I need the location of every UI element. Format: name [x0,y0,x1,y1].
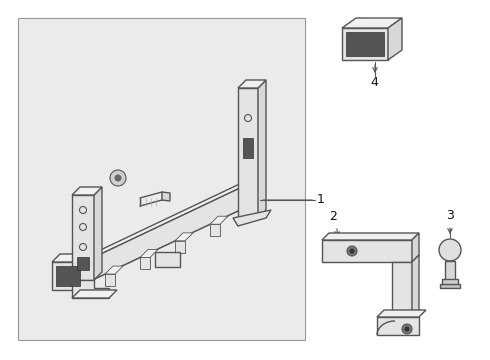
Polygon shape [346,32,384,56]
Polygon shape [77,257,89,270]
Text: 3: 3 [446,209,454,222]
Polygon shape [238,88,258,218]
Polygon shape [162,192,170,201]
Polygon shape [258,80,266,218]
Polygon shape [18,18,305,340]
Polygon shape [94,187,102,280]
Polygon shape [84,180,248,262]
Polygon shape [56,266,80,286]
Polygon shape [210,224,220,236]
Polygon shape [52,254,92,262]
Polygon shape [342,28,388,60]
Polygon shape [412,255,419,317]
Text: 2: 2 [329,210,337,223]
Polygon shape [140,249,158,257]
Polygon shape [72,187,102,195]
Polygon shape [84,254,92,290]
Polygon shape [342,18,402,28]
Polygon shape [445,261,455,281]
Polygon shape [233,210,271,226]
Polygon shape [377,317,419,335]
Polygon shape [243,138,253,158]
Text: 4: 4 [370,76,378,89]
Polygon shape [322,233,419,240]
Polygon shape [52,262,84,290]
Polygon shape [72,290,117,298]
Polygon shape [72,280,109,298]
Polygon shape [210,216,228,224]
Polygon shape [412,233,419,262]
Circle shape [402,324,412,334]
Circle shape [347,246,357,256]
Text: 1: 1 [317,193,325,206]
Polygon shape [105,266,123,274]
Polygon shape [440,284,460,288]
Circle shape [439,239,461,261]
Circle shape [405,327,410,332]
Polygon shape [175,241,185,253]
Polygon shape [155,252,180,267]
Polygon shape [105,274,115,286]
Circle shape [115,175,122,181]
Polygon shape [392,262,412,317]
Polygon shape [322,240,412,262]
Polygon shape [377,310,426,317]
Polygon shape [442,279,458,285]
Polygon shape [238,80,266,88]
Polygon shape [84,202,248,284]
Circle shape [110,170,126,186]
Circle shape [349,248,354,253]
Polygon shape [388,18,402,60]
Polygon shape [84,188,240,284]
Polygon shape [72,195,94,280]
Polygon shape [175,233,193,241]
Polygon shape [140,257,150,269]
